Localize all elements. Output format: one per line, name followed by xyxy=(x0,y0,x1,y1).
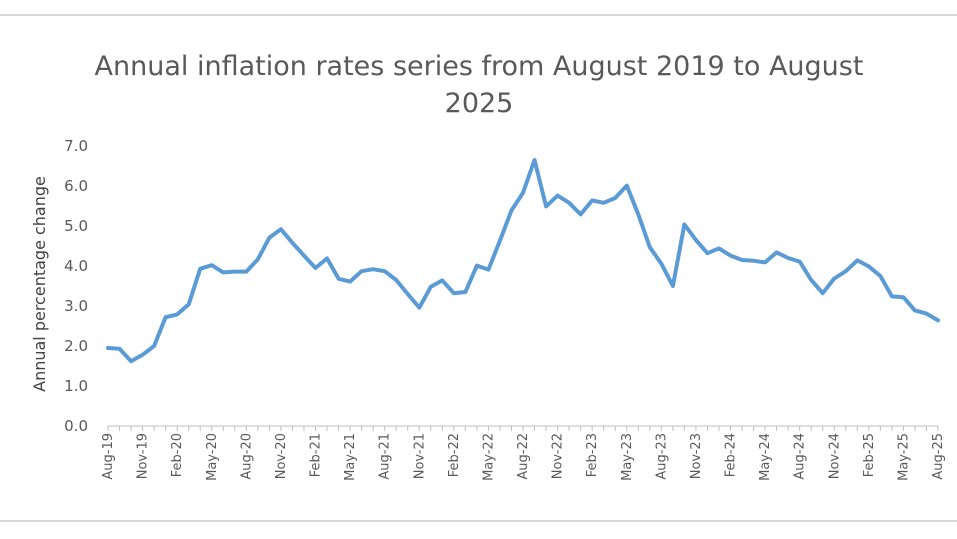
x-tick-label: Aug-23 xyxy=(654,433,669,480)
x-tick-label: May-22 xyxy=(481,433,496,481)
series-group xyxy=(106,158,940,364)
x-tick-label: Feb-20 xyxy=(170,433,185,477)
y-tick-label: 0.0 xyxy=(64,417,88,435)
x-tick-label: Aug-22 xyxy=(516,433,531,480)
x-tick-label: May-21 xyxy=(343,433,358,481)
y-tick-label: 5.0 xyxy=(64,217,88,235)
x-tick-label: May-20 xyxy=(205,433,220,481)
chart-title: Annual inflation rates series from Augus… xyxy=(94,51,864,119)
x-tick-label: May-23 xyxy=(620,433,635,481)
x-tick-label: Feb-24 xyxy=(724,433,739,477)
y-axis-label: Annual percentage change xyxy=(30,176,49,392)
x-tick-label: Aug-24 xyxy=(793,433,808,480)
y-axis: 0.0 1.0 2.0 3.0 4.0 5.0 6.0 7.0 xyxy=(64,137,88,435)
y-tick-label: 6.0 xyxy=(64,177,88,195)
x-tick-label: Aug-20 xyxy=(239,433,254,480)
x-tick-label: Feb-21 xyxy=(309,433,324,477)
y-tick-label: 7.0 xyxy=(64,137,88,155)
y-tick-label: 2.0 xyxy=(64,337,88,355)
x-tick-label: Nov-20 xyxy=(274,433,289,479)
y-tick-label: 1.0 xyxy=(64,377,88,395)
x-tick-label: Feb-25 xyxy=(862,433,877,477)
x-tick-label: Feb-23 xyxy=(585,433,600,477)
frame-bottom-border xyxy=(0,520,957,522)
x-tick-label: Nov-23 xyxy=(689,433,704,479)
x-axis: Aug-19 Nov-19 Feb-20 May-20 Aug-20 Nov-20 Feb-… xyxy=(101,425,946,481)
x-tick-label: May-25 xyxy=(896,433,911,481)
x-tick-label: Aug-21 xyxy=(378,433,393,480)
x-tick-label: Feb-22 xyxy=(447,433,462,477)
y-tick-label: 4.0 xyxy=(64,257,88,275)
x-tick-label: May-24 xyxy=(758,433,773,481)
frame-top-border xyxy=(0,14,957,16)
x-tick-label: Nov-22 xyxy=(551,433,566,479)
x-tick-label: Aug-19 xyxy=(101,433,116,480)
series-line xyxy=(106,158,940,364)
y-tick-label: 3.0 xyxy=(64,297,88,315)
x-tick-label: Nov-21 xyxy=(412,433,427,479)
x-tick-label: Nov-19 xyxy=(136,433,151,479)
x-tick-label: Nov-24 xyxy=(827,433,842,479)
x-tick-label: Aug-25 xyxy=(931,433,946,480)
